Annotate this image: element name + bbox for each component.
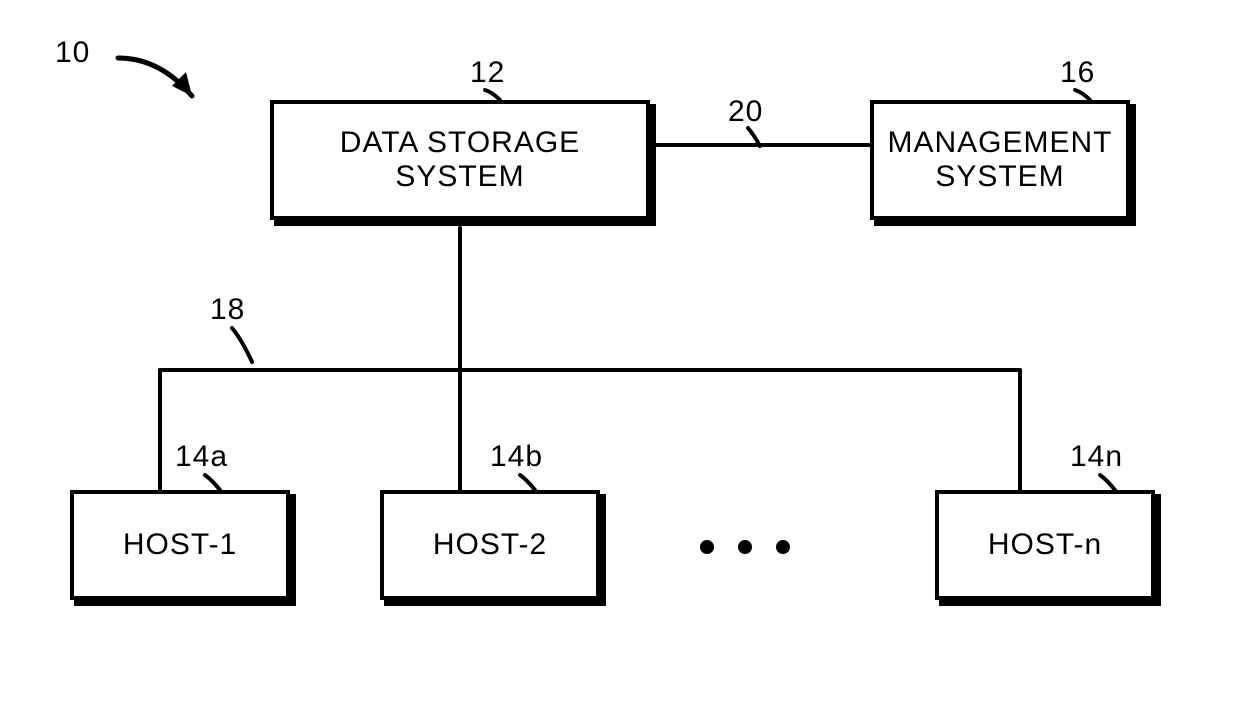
ref-18: 18 — [210, 293, 245, 327]
node-management-system: MANAGEMENTSYSTEM — [870, 100, 1130, 220]
node-label: HOST-1 — [123, 528, 237, 563]
node-host-n: HOST-n — [935, 490, 1155, 600]
ref-16: 16 — [1060, 56, 1095, 90]
node-data-storage-system: DATA STORAGESYSTEM — [270, 100, 650, 220]
ref-14n: 14n — [1070, 440, 1123, 474]
ref-12: 12 — [470, 56, 505, 90]
node-label: HOST-n — [988, 528, 1102, 563]
node-label: MANAGEMENTSYSTEM — [887, 126, 1112, 195]
node-host-1: HOST-1 — [70, 490, 290, 600]
ref-20: 20 — [728, 95, 763, 129]
node-label: HOST-2 — [433, 528, 547, 563]
figure-ref-label: 10 — [55, 36, 90, 70]
node-label: DATA STORAGESYSTEM — [340, 126, 580, 195]
ellipsis-dot — [700, 540, 714, 554]
ellipsis — [700, 540, 790, 554]
ref-14a: 14a — [175, 440, 228, 474]
ellipsis-dot — [738, 540, 752, 554]
node-host-2: HOST-2 — [380, 490, 600, 600]
ref-14b: 14b — [490, 440, 543, 474]
ellipsis-dot — [776, 540, 790, 554]
diagram-canvas: 10 DATA STORAGESYSTEM 12 MANAGEMENTSYSTE… — [0, 0, 1240, 726]
